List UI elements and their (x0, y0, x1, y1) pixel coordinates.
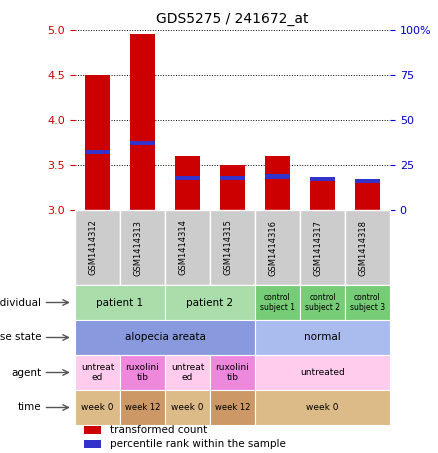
Text: ruxolini
tib: ruxolini tib (215, 363, 249, 382)
Bar (355, 183, 380, 210)
Bar (220, 165, 245, 210)
Bar (265, 174, 290, 178)
Bar (300, 285, 345, 320)
Text: patient 2: patient 2 (187, 298, 233, 308)
Bar (210, 390, 255, 425)
Text: ruxolini
tib: ruxolini tib (126, 363, 159, 382)
Bar (355, 178, 380, 183)
Text: disease state: disease state (0, 333, 41, 342)
Text: control
subject 2: control subject 2 (305, 293, 340, 312)
Bar (175, 156, 200, 210)
Bar (75, 285, 165, 320)
Bar (120, 210, 165, 285)
Text: percentile rank within the sample: percentile rank within the sample (110, 439, 286, 449)
Bar (310, 177, 335, 181)
Bar (75, 390, 120, 425)
Text: alopecia areata: alopecia areata (124, 333, 205, 342)
Bar (255, 355, 390, 390)
Text: GSM1414313: GSM1414313 (134, 220, 142, 275)
Bar (345, 210, 390, 285)
Text: week 12: week 12 (215, 403, 250, 412)
Bar (130, 141, 155, 145)
Text: control
subject 3: control subject 3 (350, 293, 385, 312)
Text: untreat
ed: untreat ed (171, 363, 204, 382)
Bar (84, 426, 101, 434)
Text: untreat
ed: untreat ed (81, 363, 114, 382)
Bar (130, 34, 155, 210)
Bar (310, 178, 335, 210)
Bar (120, 390, 165, 425)
Text: transformed count: transformed count (110, 425, 207, 435)
Bar (175, 176, 200, 180)
Bar (120, 355, 165, 390)
Text: patient 1: patient 1 (96, 298, 144, 308)
Bar (165, 390, 210, 425)
Bar (265, 156, 290, 210)
Text: normal: normal (304, 333, 341, 342)
Bar (165, 210, 210, 285)
Bar (75, 320, 255, 355)
Bar (255, 320, 390, 355)
Bar (85, 75, 110, 210)
Bar (165, 285, 255, 320)
Text: GSM1414315: GSM1414315 (223, 220, 233, 275)
Bar (345, 285, 390, 320)
Text: week 0: week 0 (171, 403, 204, 412)
Text: untreated: untreated (300, 368, 345, 377)
Bar (84, 440, 101, 448)
Bar (75, 210, 120, 285)
Text: week 12: week 12 (125, 403, 160, 412)
Text: GSM1414312: GSM1414312 (88, 220, 98, 275)
Text: week 0: week 0 (306, 403, 339, 412)
Text: GSM1414316: GSM1414316 (268, 220, 278, 275)
Title: GDS5275 / 241672_at: GDS5275 / 241672_at (156, 12, 309, 26)
Text: GSM1414317: GSM1414317 (314, 220, 322, 275)
Bar (255, 210, 300, 285)
Bar (255, 285, 300, 320)
Bar (300, 210, 345, 285)
Text: time: time (18, 403, 41, 413)
Text: control
subject 1: control subject 1 (260, 293, 295, 312)
Bar (220, 176, 245, 180)
Text: GSM1414314: GSM1414314 (179, 220, 187, 275)
Bar (85, 149, 110, 154)
Text: GSM1414318: GSM1414318 (358, 220, 367, 275)
Bar (165, 355, 210, 390)
Text: week 0: week 0 (81, 403, 114, 412)
Bar (210, 355, 255, 390)
Bar (75, 355, 120, 390)
Bar (255, 390, 390, 425)
Text: individual: individual (0, 298, 41, 308)
Text: agent: agent (11, 367, 41, 377)
Bar (210, 210, 255, 285)
